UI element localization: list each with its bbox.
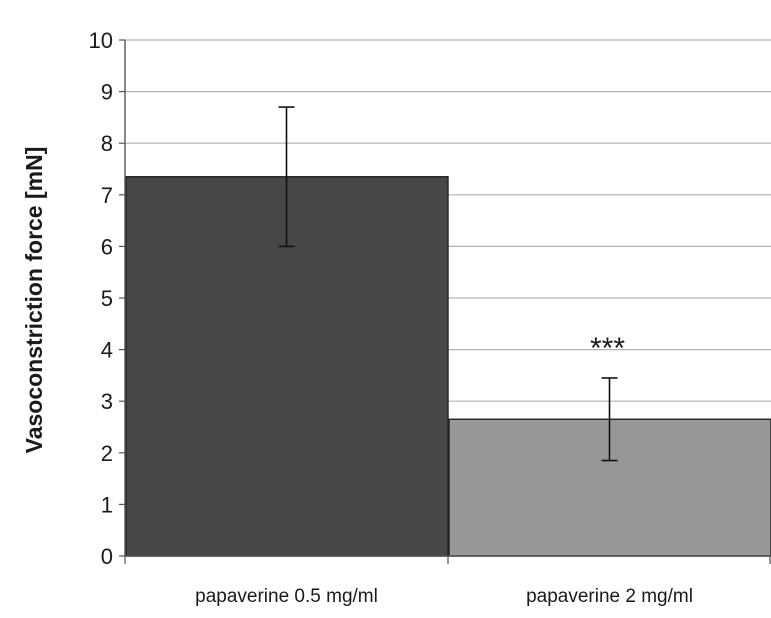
error-bars [278,106,618,462]
y-tick-label: 5 [101,286,113,311]
x-tick-label: papaverine 0.5 mg/ml [195,586,378,607]
y-tick-label: 7 [101,183,113,208]
x-tick-labels: papaverine 0.5 mg/ml papaverine 2 mg/ml [195,586,693,607]
y-tick-label: 9 [101,80,113,105]
y-tick-label: 8 [101,131,113,156]
y-tick-labels: 0 1 2 3 4 5 6 7 8 9 10 [89,28,113,569]
x-tick-label: papaverine 2 mg/ml [526,586,693,607]
bars [125,176,771,557]
y-tick-label: 1 [101,492,113,517]
annotations: *** [590,332,625,365]
y-tick-label: 3 [101,389,113,414]
y-tick-label: 6 [101,234,113,259]
y-tick-label: 10 [89,28,113,53]
y-axis-title: Vasoconstriction force [mN] [21,147,47,454]
significance-annotation: *** [590,332,625,365]
y-tick-label: 0 [101,544,113,569]
y-tick-label: 4 [101,338,113,363]
axes [119,39,771,564]
y-tick-label: 2 [101,441,113,466]
